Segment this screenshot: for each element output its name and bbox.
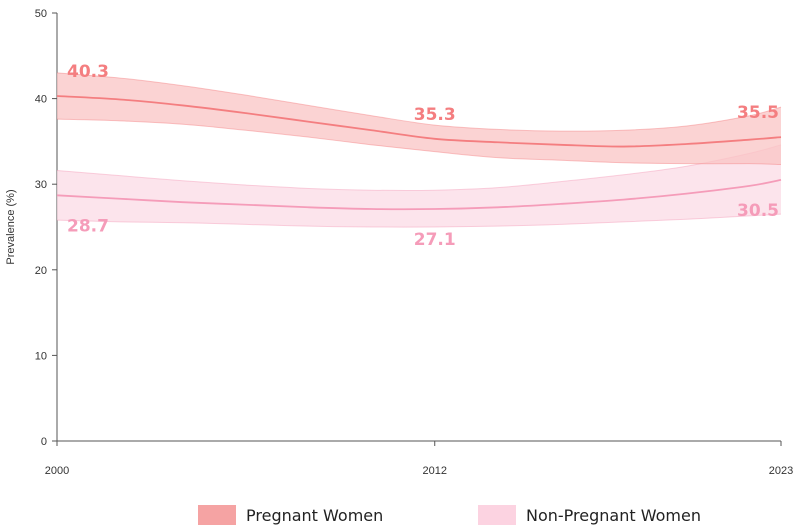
data-label: 40.3 [67, 62, 109, 82]
data-label: 30.5 [737, 201, 779, 221]
x-tick-label: 2023 [769, 465, 793, 477]
band-upper-edge [56, 72, 782, 132]
legend-swatch-pregnant [198, 505, 236, 525]
y-axis-title: Prevalence (%) [5, 189, 17, 264]
legend-label-non-pregnant: Non-Pregnant Women [526, 505, 701, 525]
confidence-band-non-pregnant [57, 144, 781, 228]
series-line-non-pregnant [56, 179, 782, 211]
legend-label-pregnant: Pregnant Women [246, 505, 384, 525]
band-lower-edge [56, 213, 782, 228]
band-lower-edge [56, 118, 782, 166]
y-tick-label: 10 [35, 350, 47, 362]
band-upper-edge [56, 144, 782, 191]
data-label: 35.5 [737, 103, 779, 123]
legend-item-non-pregnant: Non-Pregnant Women [478, 503, 701, 527]
data-label: 27.1 [414, 230, 456, 250]
legend-swatch-non-pregnant [478, 505, 516, 525]
y-tick-label: 30 [35, 179, 47, 191]
y-tick-label: 20 [35, 265, 47, 277]
chart-legend: Pregnant Women Non-Pregnant Women [0, 499, 800, 531]
series-line-pregnant [56, 95, 782, 148]
data-label: 28.7 [67, 216, 109, 236]
x-tick-label: 2000 [45, 465, 69, 477]
prevalence-chart: 0 10 20 30 40 50 2000 2012 2023 Prevalence (%) 40.… [5, 8, 793, 477]
confidence-band-pregnant [57, 72, 781, 165]
x-tick-label: 2012 [422, 465, 446, 477]
y-tick-label: 0 [41, 436, 47, 448]
y-tick-label: 50 [35, 8, 47, 20]
legend-item-pregnant: Pregnant Women [198, 503, 383, 527]
y-tick-label: 40 [35, 94, 47, 106]
data-label: 35.3 [414, 105, 456, 125]
